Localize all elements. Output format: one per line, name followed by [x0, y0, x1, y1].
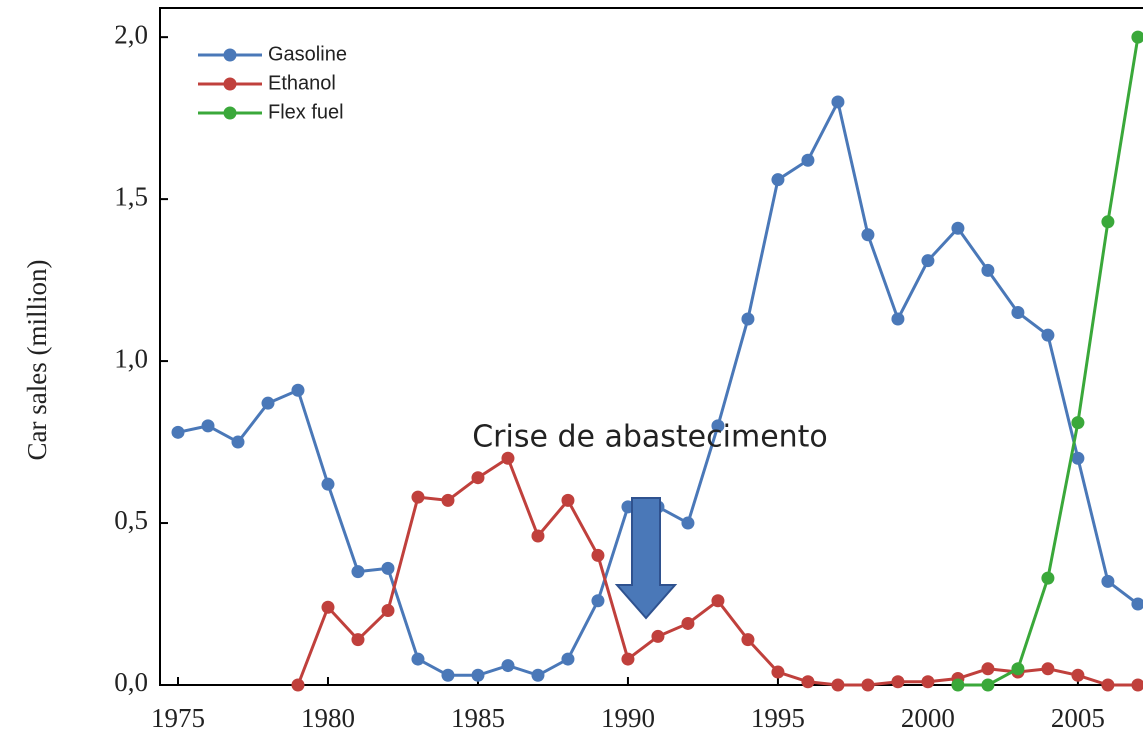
data-point [651, 629, 665, 643]
data-point [711, 594, 725, 608]
plot-frame [159, 7, 1143, 686]
y-tick-label: 0,5 [114, 505, 148, 535]
legend-marker [223, 48, 237, 62]
data-point [771, 173, 785, 187]
data-point [261, 396, 275, 410]
data-point [381, 561, 395, 575]
legend-label: Flex fuel [268, 101, 344, 123]
data-point [1101, 678, 1115, 692]
x-tick-label: 1990 [601, 703, 655, 733]
data-point [1011, 305, 1025, 319]
data-point [1131, 597, 1143, 611]
data-point [561, 493, 575, 507]
data-point [861, 228, 875, 242]
data-point [981, 263, 995, 277]
annotation: Crise de abastecimento [472, 420, 828, 455]
data-point [801, 675, 815, 689]
y-tick-label: 1,0 [114, 343, 148, 373]
data-point [951, 221, 965, 235]
data-point [501, 451, 515, 465]
data-point [891, 312, 905, 326]
y-tick-label: 1,5 [114, 181, 148, 211]
legend-marker [223, 77, 237, 91]
data-point [951, 678, 965, 692]
data-point [381, 603, 395, 617]
y-tick-label: 0,0 [114, 667, 148, 697]
data-point [741, 312, 755, 326]
data-point [891, 675, 905, 689]
data-point [1041, 328, 1055, 342]
data-point [921, 675, 935, 689]
data-point [471, 668, 485, 682]
data-point [441, 668, 455, 682]
series-line [957, 36, 1140, 687]
legend-label: Gasoline [268, 43, 347, 65]
x-tick-label: 2000 [901, 703, 955, 733]
data-point [771, 665, 785, 679]
data-point [531, 668, 545, 682]
data-point [231, 435, 245, 449]
x-tick-label: 1975 [151, 703, 205, 733]
data-point [561, 652, 575, 666]
data-point [1041, 662, 1055, 676]
data-point [981, 678, 995, 692]
data-point [741, 633, 755, 647]
data-point [1101, 574, 1115, 588]
y-axis-label: Car sales (million) [22, 260, 52, 461]
data-point [831, 95, 845, 109]
data-point [531, 529, 545, 543]
y-tick-label: 2,0 [114, 19, 148, 49]
data-point [201, 419, 215, 433]
legend-marker [223, 106, 237, 120]
data-point [351, 633, 365, 647]
x-tick-label: 1995 [751, 703, 805, 733]
data-point [411, 490, 425, 504]
data-point [831, 678, 845, 692]
data-point [1071, 416, 1085, 430]
data-point [591, 594, 605, 608]
data-point [621, 652, 635, 666]
data-point [1071, 668, 1085, 682]
data-point [681, 616, 695, 630]
data-point [1131, 30, 1143, 44]
data-point [801, 153, 815, 167]
series-line [296, 455, 1138, 687]
data-point [321, 477, 335, 491]
data-point [1101, 215, 1115, 229]
data-point [441, 493, 455, 507]
data-point [501, 659, 515, 673]
data-point [921, 254, 935, 268]
data-point [171, 425, 185, 439]
data-point [1071, 451, 1085, 465]
data-point [861, 678, 875, 692]
data-point [1131, 678, 1143, 692]
x-tick-label: 1985 [451, 703, 505, 733]
data-point [1041, 571, 1055, 585]
data-point [1011, 662, 1025, 676]
data-point [291, 678, 305, 692]
legend-label: Ethanol [268, 72, 336, 94]
data-point [351, 565, 365, 579]
data-point [291, 383, 305, 397]
data-point [711, 419, 725, 433]
data-point [471, 471, 485, 485]
data-point [981, 662, 995, 676]
data-point [681, 516, 695, 530]
arrow [614, 497, 678, 620]
x-tick-label: 2005 [1051, 703, 1105, 733]
data-point [411, 652, 425, 666]
data-point [321, 600, 335, 614]
data-point [591, 548, 605, 562]
x-tick-label: 1980 [301, 703, 355, 733]
